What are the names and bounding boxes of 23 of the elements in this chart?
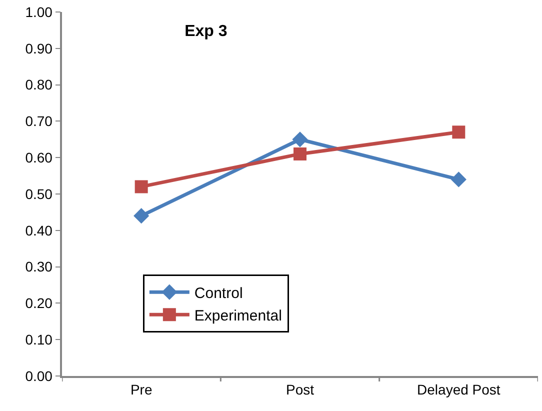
legend-label: Control <box>194 284 243 302</box>
x-tick-label: Pre <box>130 382 152 398</box>
x-tick-label: Delayed Post <box>417 382 500 398</box>
legend-label: Experimental <box>194 307 282 324</box>
x-tick-label: Post <box>286 382 314 398</box>
y-tick-label: 0.60 <box>25 150 53 166</box>
y-tick-label: 0.80 <box>25 76 53 93</box>
point <box>452 126 466 139</box>
y-tick-label: 0.90 <box>25 40 53 56</box>
point <box>292 132 308 148</box>
y-tick-label: 0.20 <box>25 295 53 312</box>
text: Exp 3 <box>184 22 228 40</box>
point <box>134 208 150 224</box>
y-tick-label: 0.40 <box>25 222 53 238</box>
y-tick-label: 0.30 <box>25 258 53 275</box>
y-tick-label: 0.00 <box>25 368 53 384</box>
y-tick-label: 0.10 <box>25 332 53 348</box>
y-tick-label: 0.70 <box>25 113 53 130</box>
y-tick-label: 1.00 <box>25 4 53 20</box>
point <box>450 172 466 188</box>
point <box>134 180 148 194</box>
point <box>294 147 306 160</box>
y-tick-label: 0.50 <box>25 186 53 202</box>
